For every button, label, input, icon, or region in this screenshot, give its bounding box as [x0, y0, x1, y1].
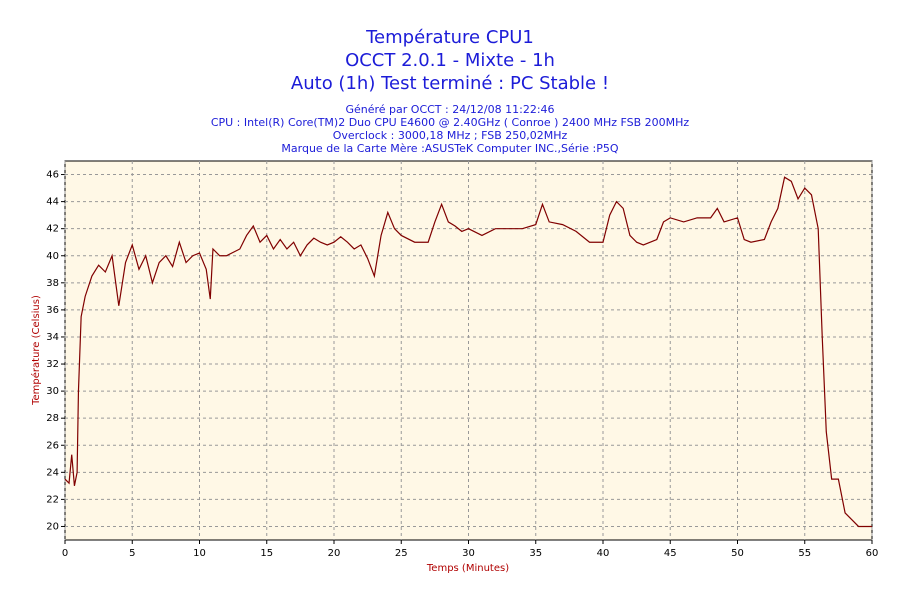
y-tick-label: 44 — [46, 197, 59, 208]
y-tick-label: 40 — [46, 251, 59, 262]
y-tick-label: 32 — [46, 359, 59, 370]
y-tick-label: 20 — [46, 521, 59, 532]
x-tick-label: 5 — [129, 548, 135, 559]
x-tick-label: 10 — [193, 548, 206, 559]
x-tick-label: 20 — [328, 548, 341, 559]
x-tick-label: 55 — [798, 548, 811, 559]
y-tick-label: 38 — [46, 278, 59, 289]
y-tick-label: 26 — [46, 440, 59, 451]
y-tick-label: 30 — [46, 386, 59, 397]
info-line: Overclock : 3000,18 MHz ; FSB 250,02MHz — [333, 129, 568, 142]
y-tick-label: 36 — [46, 305, 59, 316]
x-tick-label: 0 — [62, 548, 68, 559]
x-tick-label: 45 — [664, 548, 677, 559]
y-axis-label: Température (Celsius) — [30, 295, 42, 406]
x-tick-label: 50 — [731, 548, 744, 559]
info-line: Marque de la Carte Mère :ASUSTeK Compute… — [281, 142, 618, 155]
x-tick-label: 25 — [395, 548, 408, 559]
y-tick-label: 22 — [46, 494, 59, 505]
chart-subtitle: OCCT 2.0.1 - Mixte - 1h — [345, 50, 555, 71]
x-tick-label: 30 — [462, 548, 475, 559]
info-line: CPU : Intel(R) Core(TM)2 Duo CPU E4600 @… — [211, 116, 690, 129]
x-axis-label: Temps (Minutes) — [426, 563, 509, 574]
y-tick-label: 28 — [46, 413, 59, 424]
y-tick-label: 46 — [46, 170, 59, 181]
chart-title: Température CPU1 — [365, 27, 534, 48]
y-tick-label: 24 — [46, 467, 59, 478]
data-line — [64, 176, 872, 528]
info-line: Généré par OCCT : 24/12/08 11:22:46 — [345, 103, 554, 116]
y-tick-label: 34 — [46, 332, 59, 343]
y-tick-label: 42 — [46, 224, 59, 235]
x-tick-label: 60 — [866, 548, 879, 559]
x-tick-label: 40 — [597, 548, 610, 559]
x-tick-label: 15 — [260, 548, 273, 559]
chart-subtitle: Auto (1h) Test terminé : PC Stable ! — [291, 73, 609, 94]
x-tick-label: 35 — [529, 548, 542, 559]
plot-area — [64, 160, 873, 541]
